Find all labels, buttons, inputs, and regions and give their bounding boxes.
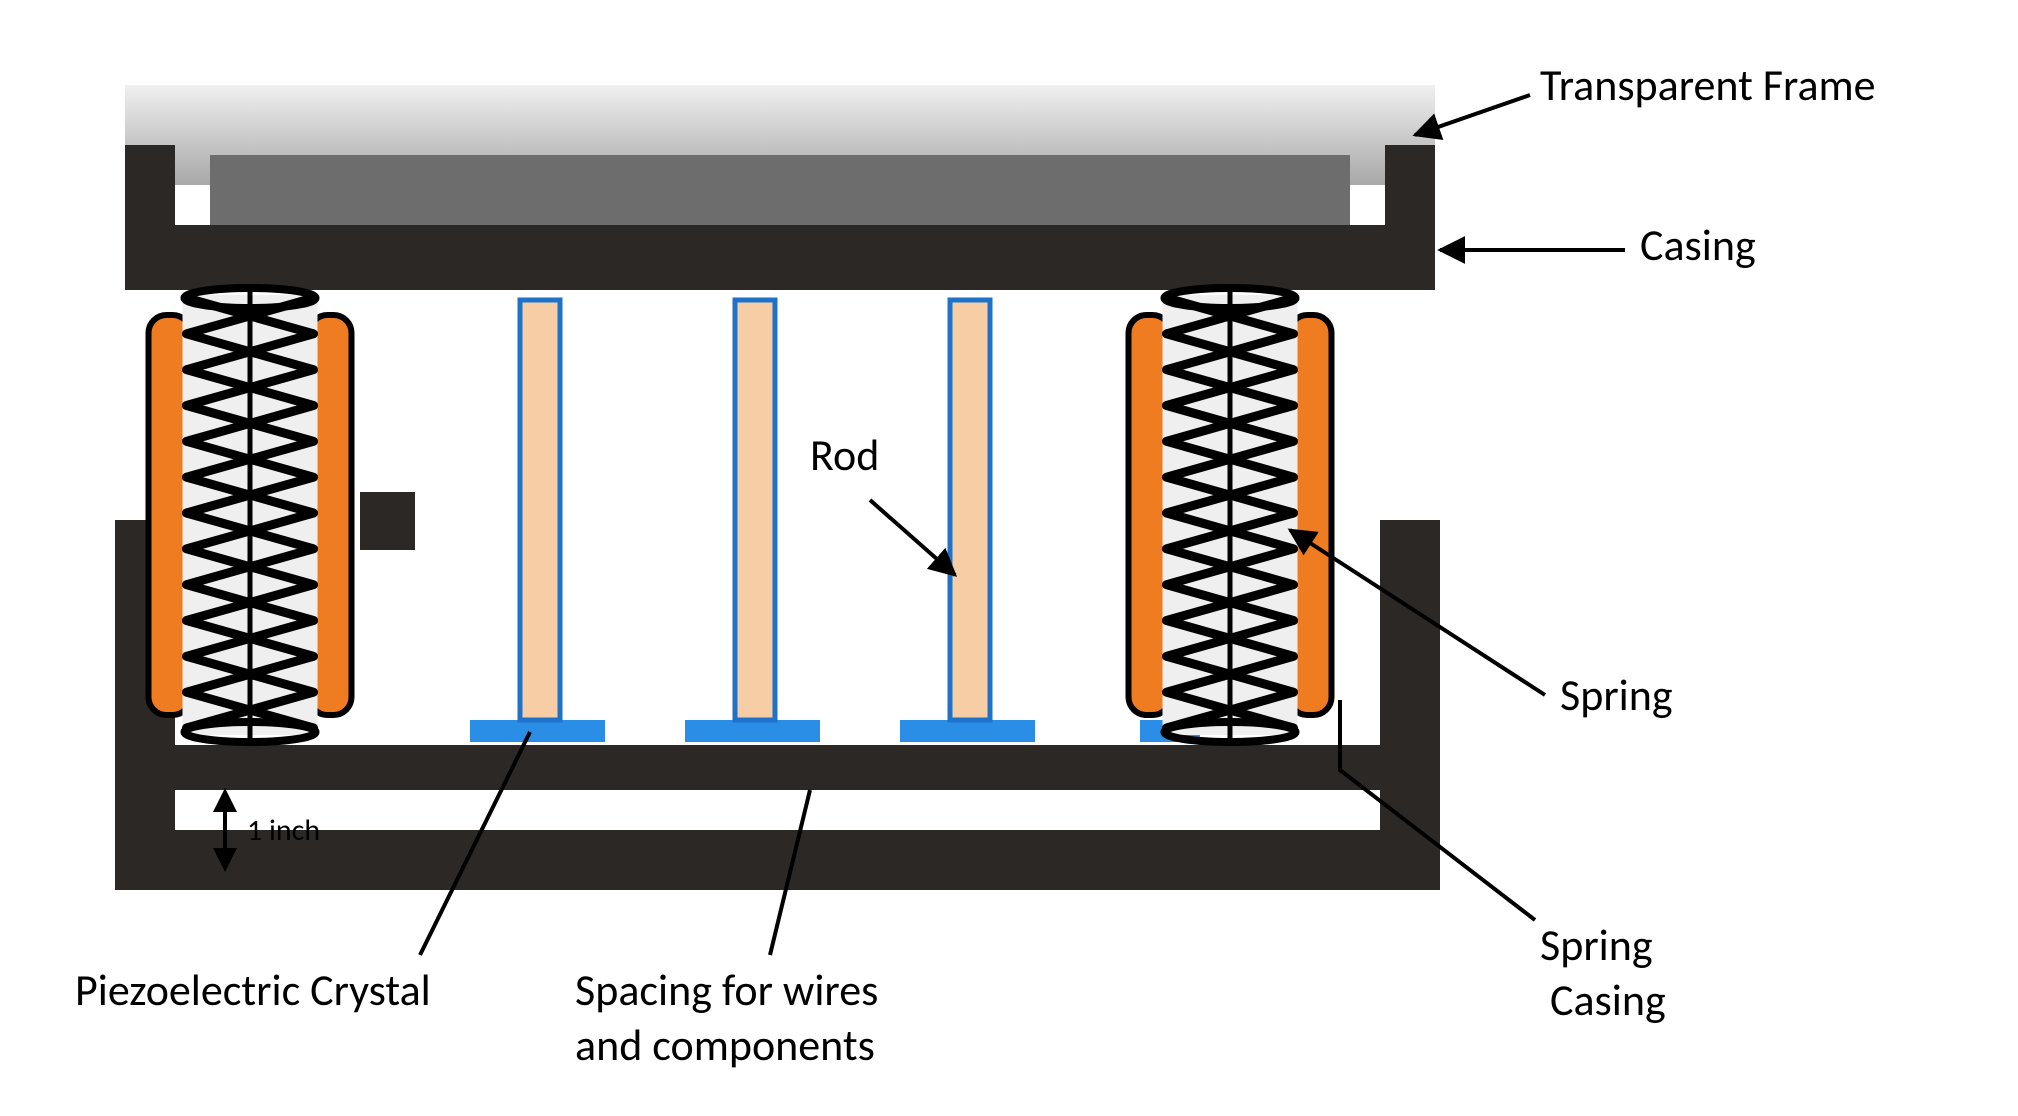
spring-assembly (149, 288, 352, 742)
label-casing: Casing (1640, 218, 1756, 272)
top-casing-left-lip (125, 145, 175, 225)
piezoelectric-crystal (900, 720, 1035, 742)
label-transparent-frame: Transparent Frame (1540, 58, 1876, 112)
label-spacing-2: and components (575, 1018, 875, 1072)
callout-arrow-rod (870, 500, 955, 575)
piezoelectric-crystal (685, 720, 820, 742)
label-spring-casing-2: Casing (1550, 973, 1666, 1027)
label-spring-casing-1: Spring (1540, 918, 1653, 972)
label-spacing-1: Spacing for wires (575, 963, 878, 1017)
dimension-label: 1 inch (247, 812, 320, 849)
rod (520, 300, 560, 720)
rod (950, 300, 990, 720)
notch-left (360, 492, 415, 550)
lower-casing-shelf (170, 745, 1385, 790)
transparent-frame-inner (210, 155, 1350, 225)
label-rod: Rod (810, 428, 879, 482)
label-spring: Spring (1560, 668, 1673, 722)
piezoelectric-crystal (470, 720, 605, 742)
label-piezo: Piezoelectric Crystal (75, 963, 431, 1017)
top-casing-bar (125, 225, 1435, 290)
rod (735, 300, 775, 720)
top-casing-right-lip (1385, 145, 1435, 225)
spring-assembly (1129, 288, 1332, 742)
